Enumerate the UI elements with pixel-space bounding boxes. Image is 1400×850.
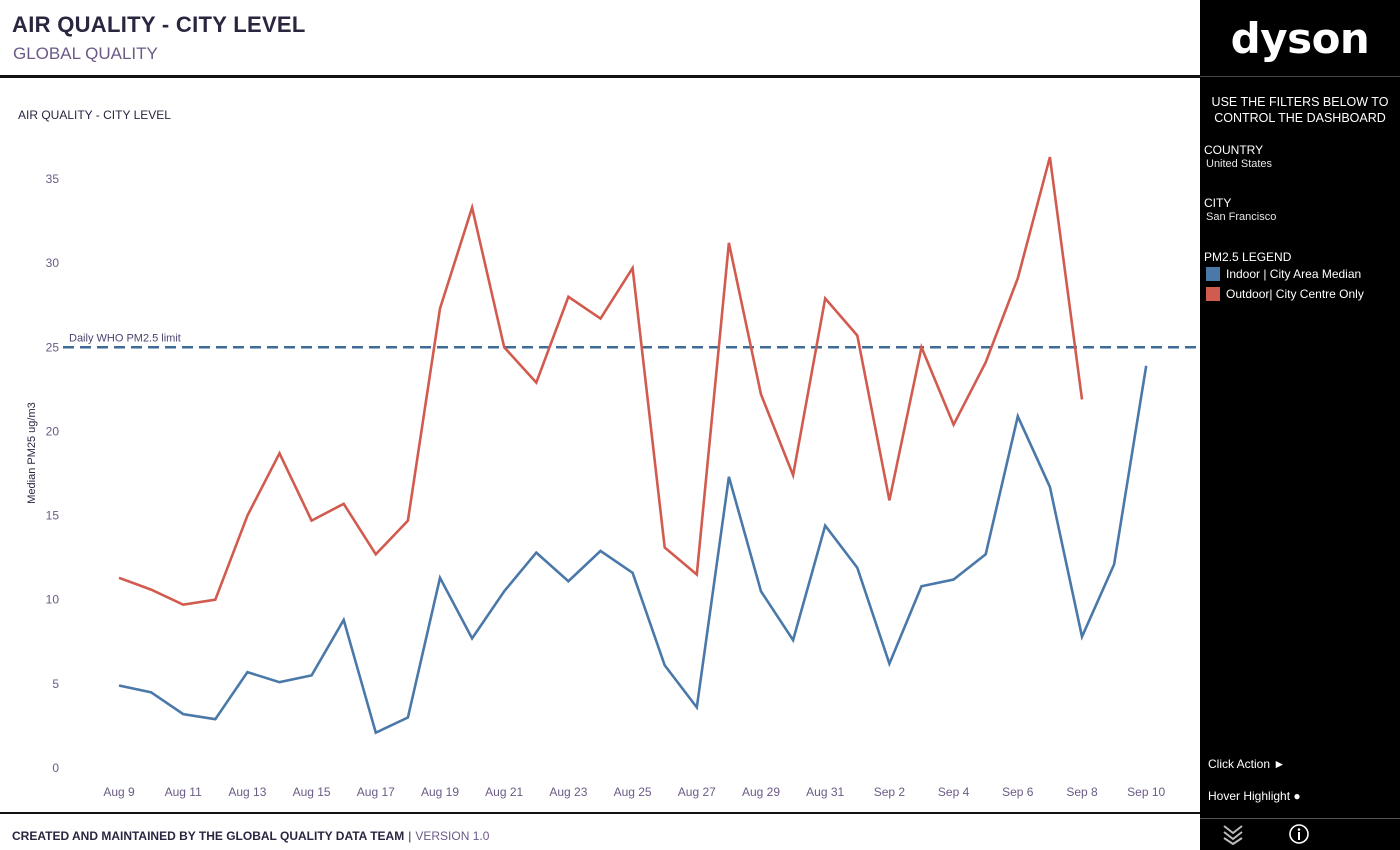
x-tick-label: Aug 9 xyxy=(103,785,135,799)
x-tick-label: Aug 11 xyxy=(165,785,202,799)
filter-sidebar: dyson USE THE FILTERS BELOW TO CONTROL T… xyxy=(1200,0,1400,850)
x-tick-label: Aug 17 xyxy=(357,785,395,799)
country-filter-label: COUNTRY xyxy=(1204,143,1264,157)
outdoor-series-line[interactable] xyxy=(118,156,1084,607)
country-filter-value[interactable]: United States xyxy=(1206,158,1273,170)
y-tick-label: 5 xyxy=(52,677,59,691)
y-axis-title: Median PM25 ug/m3 xyxy=(26,402,38,504)
sidebar-bottom-divider xyxy=(1200,818,1400,819)
x-tick-label: Aug 23 xyxy=(549,785,587,799)
x-tick-label: Sep 4 xyxy=(938,785,970,799)
footer-divider xyxy=(0,812,1200,814)
y-tick-label: 30 xyxy=(46,256,60,270)
city-filter-label: CITY xyxy=(1204,196,1232,210)
x-tick-label: Sep 2 xyxy=(874,785,906,799)
x-tick-label: Aug 25 xyxy=(614,785,652,799)
x-tick-label: Aug 31 xyxy=(806,785,844,799)
x-tick-label: Aug 13 xyxy=(228,785,266,799)
dashboard-main: AIR QUALITY - CITY LEVEL GLOBAL QUALITY … xyxy=(0,12,1200,843)
reference-line-group: Daily WHO PM2.5 limit xyxy=(63,332,1197,349)
footer-version: VERSION 1.0 xyxy=(415,829,490,843)
x-tick-label: Sep 6 xyxy=(1002,785,1034,799)
dyson-logo: dyson xyxy=(1230,14,1370,63)
series-group[interactable] xyxy=(118,156,1148,735)
x-tick-label: Aug 19 xyxy=(421,785,459,799)
sidebar-divider xyxy=(1200,76,1400,77)
y-axis: 0 5 10 15 20 25 30 35 Median PM25 ug/m3 xyxy=(26,172,59,775)
legend-swatch-indoor xyxy=(1206,267,1220,281)
legend-title: PM2.5 LEGEND xyxy=(1204,250,1292,264)
y-tick-label: 0 xyxy=(52,761,59,775)
footer-credit: CREATED AND MAINTAINED BY THE GLOBAL QUA… xyxy=(12,829,405,843)
chart-title: AIR QUALITY - CITY LEVEL xyxy=(18,108,171,122)
x-tick-label: Aug 21 xyxy=(485,785,523,799)
y-tick-label: 25 xyxy=(46,340,60,354)
chevron-stack-icon[interactable] xyxy=(1222,823,1244,845)
y-tick-label: 10 xyxy=(46,593,60,607)
click-action-button[interactable]: Click Action ► xyxy=(1208,757,1286,771)
who-limit-label: Daily WHO PM2.5 limit xyxy=(69,332,181,344)
info-icon[interactable] xyxy=(1288,823,1310,845)
x-tick-label: Aug 15 xyxy=(293,785,331,799)
hover-highlight-button[interactable]: Hover Highlight ● xyxy=(1208,789,1301,803)
x-tick-label: Sep 8 xyxy=(1066,785,1098,799)
y-tick-label: 15 xyxy=(46,509,60,523)
x-tick-label: Aug 27 xyxy=(678,785,716,799)
x-tick-label: Aug 29 xyxy=(742,785,780,799)
footer-separator: | xyxy=(408,829,412,843)
filter-hint: USE THE FILTERS BELOW TO CONTROL THE DAS… xyxy=(1211,95,1389,125)
indoor-series-line[interactable] xyxy=(118,365,1148,735)
legend-label-indoor: Indoor | City Area Median xyxy=(1226,267,1362,281)
y-tick-label: 35 xyxy=(46,172,60,186)
header-divider xyxy=(0,75,1200,78)
city-filter-value[interactable]: San Francisco xyxy=(1206,211,1277,223)
x-axis: Aug 9 Aug 11 Aug 13 Aug 15 Aug 17 Aug 19 Aug 2… xyxy=(103,785,1165,799)
y-tick-label: 20 xyxy=(46,424,60,438)
page-title: AIR QUALITY - CITY LEVEL xyxy=(12,12,306,37)
legend-item-outdoor[interactable]: Outdoor| City Centre Only xyxy=(1206,287,1364,301)
legend-item-indoor[interactable]: Indoor | City Area Median xyxy=(1206,267,1361,281)
page-subtitle: GLOBAL QUALITY xyxy=(13,44,158,63)
footer: CREATED AND MAINTAINED BY THE GLOBAL QUA… xyxy=(12,829,489,843)
legend-swatch-outdoor xyxy=(1206,287,1220,301)
x-tick-label: Sep 10 xyxy=(1127,785,1165,799)
legend-label-outdoor: Outdoor| City Centre Only xyxy=(1226,287,1364,301)
